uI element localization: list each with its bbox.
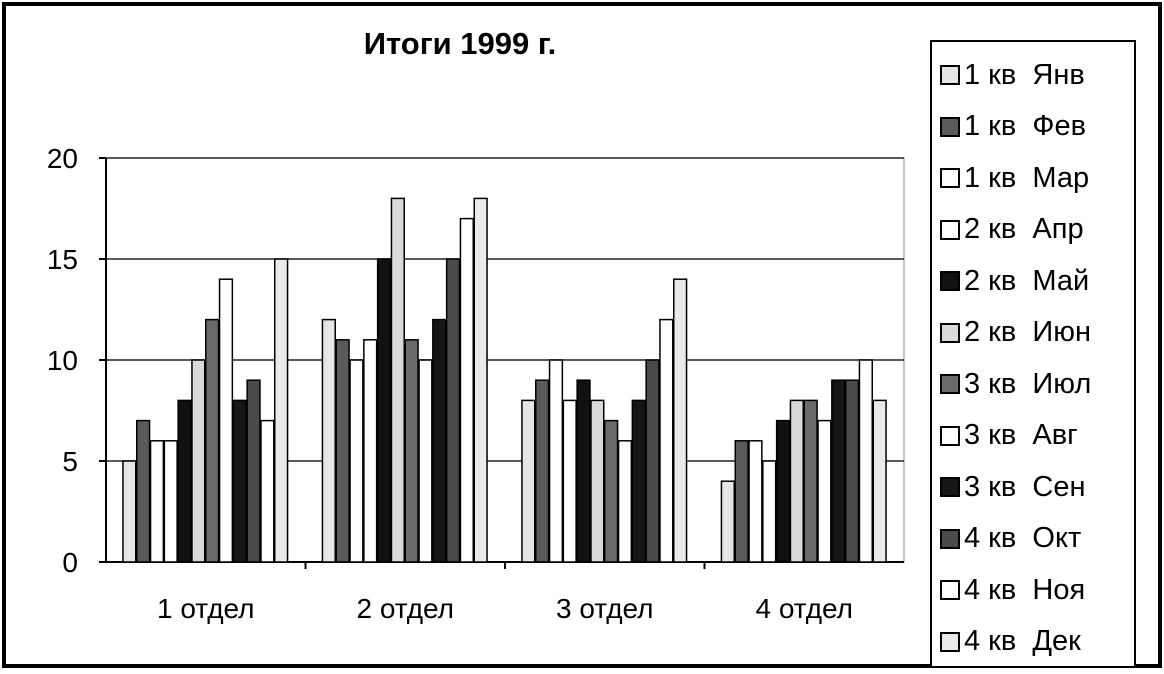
legend-item: 2 кв Апр xyxy=(940,205,1134,255)
bar xyxy=(631,399,646,563)
bar xyxy=(473,197,488,563)
bar xyxy=(645,359,660,563)
bar xyxy=(163,440,178,563)
bar xyxy=(404,339,419,563)
legend: 1 кв Янв 1 кв Фев 1 кв Мар 2 кв Апр 2 кв Май… xyxy=(930,40,1136,668)
bar xyxy=(817,419,832,563)
bar xyxy=(659,318,674,563)
legend-item: 3 кв Авг xyxy=(940,411,1134,461)
legend-swatch xyxy=(940,477,960,497)
bar xyxy=(349,359,364,563)
x-tick-label: 1 отдел xyxy=(157,593,255,624)
bar xyxy=(445,258,461,563)
y-tick-label: 5 xyxy=(62,446,78,477)
bar xyxy=(775,419,791,563)
legend-label: 3 кв Сен xyxy=(964,470,1086,503)
bar xyxy=(335,339,350,563)
bar xyxy=(872,399,887,563)
legend-label: 3 кв Авг xyxy=(964,419,1078,451)
legend-label: 4 кв Дек xyxy=(964,625,1081,657)
bar xyxy=(149,440,165,563)
bar xyxy=(604,419,619,563)
legend-item: 4 кв Дек xyxy=(940,617,1134,667)
legend-label: 4 кв Окт xyxy=(964,522,1082,554)
y-tick-label: 0 xyxy=(62,547,78,578)
legend-swatch xyxy=(940,425,960,446)
legend-item: 4 кв Окт xyxy=(940,514,1134,564)
legend-item: 3 кв Июл xyxy=(940,359,1134,409)
bar xyxy=(274,258,289,563)
bar xyxy=(831,379,846,563)
legend-swatch xyxy=(940,322,960,343)
legend-item: 2 кв Июн xyxy=(940,308,1134,358)
legend-label: 2 кв Июн xyxy=(964,316,1092,348)
legend-swatch xyxy=(940,65,960,85)
bar xyxy=(218,278,234,563)
bar xyxy=(562,399,577,563)
x-tick-label: 4 отдел xyxy=(755,593,853,624)
bar xyxy=(191,359,206,563)
bar xyxy=(136,419,151,563)
bar xyxy=(858,359,874,563)
bar xyxy=(548,359,564,563)
bar xyxy=(673,278,688,563)
bar xyxy=(590,399,605,563)
bar xyxy=(617,440,633,563)
legend-label: 1 кв Янв xyxy=(964,58,1085,91)
bar xyxy=(803,399,818,563)
legend-swatch xyxy=(940,168,960,188)
legend-swatch xyxy=(940,580,960,600)
x-tick-label: 3 отдел xyxy=(556,593,654,624)
legend-label: 2 кв Май xyxy=(964,264,1090,297)
bar xyxy=(762,460,777,563)
bar xyxy=(246,379,261,563)
bar xyxy=(418,359,433,563)
bar xyxy=(432,318,447,563)
bar xyxy=(122,460,137,563)
y-tick-label: 10 xyxy=(47,345,78,376)
bar xyxy=(720,480,736,563)
bar xyxy=(177,399,192,563)
bar xyxy=(535,379,550,563)
bar xyxy=(734,440,749,563)
legend-swatch xyxy=(940,116,960,137)
legend-label: 1 кв Фев xyxy=(964,110,1086,142)
x-tick-label: 2 отдел xyxy=(356,593,454,624)
legend-swatch xyxy=(940,374,960,394)
legend-item: 1 кв Мар xyxy=(940,153,1134,203)
bar xyxy=(232,399,247,563)
legend-swatch xyxy=(940,528,960,549)
legend-item: 2 кв Май xyxy=(940,256,1134,306)
bar xyxy=(748,440,763,563)
bar xyxy=(321,318,337,563)
legend-swatch xyxy=(940,219,960,240)
legend-item: 4 кв Ноя xyxy=(940,565,1134,615)
bar xyxy=(459,217,475,563)
bar xyxy=(576,379,591,563)
y-tick-label: 20 xyxy=(47,143,78,174)
chart-title: Итоги 1999 г. xyxy=(363,26,557,61)
bar xyxy=(390,197,406,563)
legend-label: 4 кв Ноя xyxy=(964,573,1086,606)
bar xyxy=(205,318,220,563)
bar xyxy=(363,339,378,563)
legend-label: 2 кв Апр xyxy=(964,213,1084,245)
legend-swatch xyxy=(940,631,960,652)
y-tick-label: 15 xyxy=(47,244,78,275)
legend-label: 1 кв Мар xyxy=(964,161,1090,194)
legend-label: 3 кв Июл xyxy=(964,367,1092,400)
bar xyxy=(844,379,860,563)
bar xyxy=(260,419,275,563)
legend-item: 1 кв Янв xyxy=(940,50,1134,100)
bar xyxy=(376,258,392,563)
legend-item: 3 кв Сен xyxy=(940,462,1134,512)
legend-swatch xyxy=(940,271,960,291)
legend-item: 1 кв Фев xyxy=(940,102,1134,152)
bar xyxy=(789,399,805,563)
bar xyxy=(521,399,536,563)
